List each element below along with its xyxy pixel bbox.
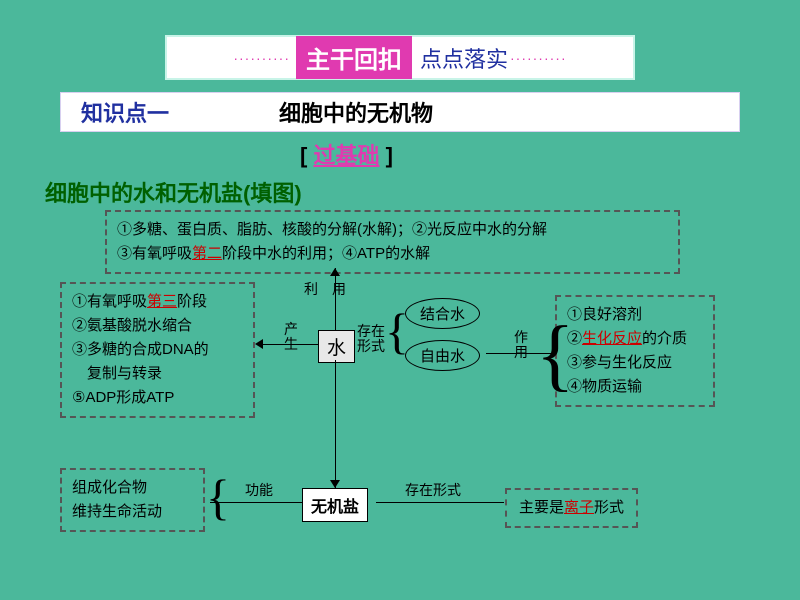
right-l1: ①良好溶剂 bbox=[567, 303, 703, 327]
top-banner: ·········· 主干回扣 点点落实 ·········· bbox=[165, 35, 635, 80]
left-l4: 复制与转录 bbox=[72, 362, 243, 386]
label-form: 存在 形式 bbox=[357, 324, 385, 355]
banner-sub: 点点落实 bbox=[420, 42, 508, 74]
arrow-left bbox=[255, 339, 263, 349]
green-heading: 细胞中的水和无机盐(填图) bbox=[45, 176, 302, 208]
basics: [ 过基础 ] bbox=[300, 138, 393, 170]
arrow-up bbox=[330, 268, 340, 276]
section-point: 知识点一 bbox=[81, 96, 169, 128]
top-l1: ①多糖、蛋白质、脂肪、核酸的分解(水解)；②光反应中水的分解 bbox=[117, 218, 668, 242]
bracket-left: [ bbox=[300, 143, 313, 168]
label-use: 利 用 bbox=[304, 282, 346, 297]
basics-text: 过基础 bbox=[313, 143, 379, 168]
right-l3: ③参与生化反应 bbox=[567, 351, 703, 375]
salt-node: 无机盐 bbox=[302, 488, 368, 522]
top-box: ①多糖、蛋白质、脂肪、核酸的分解(水解)；②光反应中水的分解 ③有氧呼吸第二阶段… bbox=[105, 210, 680, 274]
line-water-salt bbox=[335, 360, 336, 488]
left-l2: ②氨基酸脱水缩合 bbox=[72, 314, 243, 338]
label-formh: 存在形式 bbox=[405, 483, 461, 498]
bottom-left-box: 组成化合物 维持生命活动 bbox=[60, 468, 205, 532]
free-water: 自由水 bbox=[405, 340, 480, 371]
water-node: 水 bbox=[318, 330, 355, 363]
arrow-down bbox=[330, 480, 340, 488]
bottom-right-box: 主要是离子形式 bbox=[505, 488, 638, 528]
bracket-right: ] bbox=[379, 143, 392, 168]
left-l5: ⑤ADP形成ATP bbox=[72, 386, 243, 410]
left-box: ①有氧呼吸第三阶段 ②氨基酸脱水缩合 ③多糖的合成DNA的 复制与转录 ⑤ADP… bbox=[60, 282, 255, 418]
left-l3: ③多糖的合成DNA的 bbox=[72, 338, 243, 362]
section-row: 知识点一 细胞中的无机物 bbox=[60, 92, 740, 132]
slide-root: ·········· 主干回扣 点点落实 ·········· 知识点一 细胞中… bbox=[0, 0, 800, 600]
top-l2: ③有氧呼吸第二阶段中水的利用；④ATP的水解 bbox=[117, 242, 668, 266]
dots-left: ·········· bbox=[233, 50, 290, 66]
line-formh bbox=[376, 502, 504, 503]
brace-forms: { bbox=[385, 302, 409, 360]
right-box: ①良好溶剂 ②生化反应的介质 ③参与生化反应 ④物质运输 bbox=[555, 295, 715, 407]
label-produce: 产 生 bbox=[284, 322, 298, 353]
bl-l1: 组成化合物 bbox=[72, 476, 193, 500]
right-l4: ④物质运输 bbox=[567, 375, 703, 399]
section-title: 细胞中的无机物 bbox=[279, 96, 433, 128]
left-l1: ①有氧呼吸第三阶段 bbox=[72, 290, 243, 314]
label-func: 功能 bbox=[245, 483, 273, 498]
bound-water: 结合水 bbox=[405, 298, 480, 329]
brace-right: { bbox=[536, 310, 574, 401]
line-water-top bbox=[335, 268, 336, 330]
label-action: 作 用 bbox=[514, 330, 528, 361]
right-l2: ②生化反应的介质 bbox=[567, 327, 703, 351]
bl-l2: 维持生命活动 bbox=[72, 500, 193, 524]
concept-diagram: ①多糖、蛋白质、脂肪、核酸的分解(水解)；②光反应中水的分解 ③有氧呼吸第二阶段… bbox=[60, 210, 740, 570]
brace-func: { bbox=[206, 468, 230, 526]
banner-main: 主干回扣 bbox=[296, 36, 412, 79]
dots-right: ·········· bbox=[510, 50, 567, 66]
